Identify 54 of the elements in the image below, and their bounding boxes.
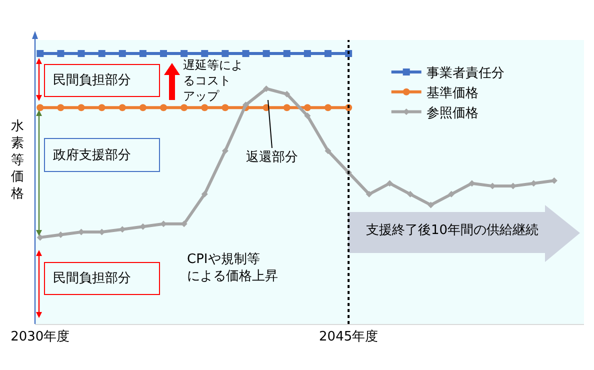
point bbox=[324, 50, 332, 58]
point bbox=[284, 90, 290, 98]
point bbox=[57, 50, 64, 58]
annotation: 支援終了後10年間の供給継続 bbox=[366, 223, 539, 238]
point bbox=[263, 85, 270, 92]
legend-label: 基準価格 bbox=[426, 86, 478, 101]
y-axis-title: 水素等価格 bbox=[10, 119, 24, 202]
point bbox=[201, 50, 208, 58]
point bbox=[78, 104, 85, 112]
point bbox=[242, 50, 250, 58]
point bbox=[36, 104, 44, 112]
point bbox=[386, 180, 393, 187]
legend-label: 参照価格 bbox=[426, 106, 478, 121]
point bbox=[407, 190, 414, 198]
point bbox=[324, 148, 332, 154]
point bbox=[304, 112, 311, 119]
annotation: 遅延等によるコストアップ bbox=[183, 58, 243, 104]
point bbox=[118, 104, 126, 112]
point bbox=[98, 104, 106, 112]
point bbox=[180, 50, 188, 58]
point bbox=[324, 104, 332, 112]
point bbox=[222, 148, 228, 154]
point bbox=[222, 50, 229, 58]
annotation: CPIや規制等による価格上昇 bbox=[187, 252, 278, 284]
point bbox=[201, 190, 208, 198]
point bbox=[160, 104, 168, 112]
point bbox=[36, 50, 44, 58]
point bbox=[98, 50, 106, 58]
legend-label: 事業者責任分 bbox=[426, 66, 504, 82]
point bbox=[201, 104, 208, 112]
point bbox=[242, 102, 250, 108]
annotation: 民間負担部分 bbox=[53, 271, 131, 286]
point bbox=[118, 50, 126, 58]
annotation: 政府支援部分 bbox=[53, 147, 131, 163]
point bbox=[57, 104, 64, 112]
point bbox=[222, 104, 229, 112]
point bbox=[139, 50, 146, 58]
point bbox=[180, 104, 188, 112]
point bbox=[36, 234, 44, 241]
annotation: 返還部分 bbox=[246, 150, 298, 165]
point bbox=[283, 50, 290, 58]
point bbox=[428, 202, 434, 208]
point bbox=[304, 104, 311, 112]
point bbox=[366, 190, 372, 198]
x-tick-label: 2030年度 bbox=[10, 328, 70, 345]
point bbox=[448, 190, 455, 198]
point bbox=[262, 50, 270, 58]
point bbox=[78, 50, 85, 58]
point bbox=[304, 50, 311, 58]
point bbox=[283, 104, 290, 112]
annotation: 民間負担部分 bbox=[53, 73, 131, 88]
point bbox=[160, 50, 168, 58]
point bbox=[139, 104, 146, 112]
x-tick-label: 2045年度 bbox=[319, 328, 378, 345]
